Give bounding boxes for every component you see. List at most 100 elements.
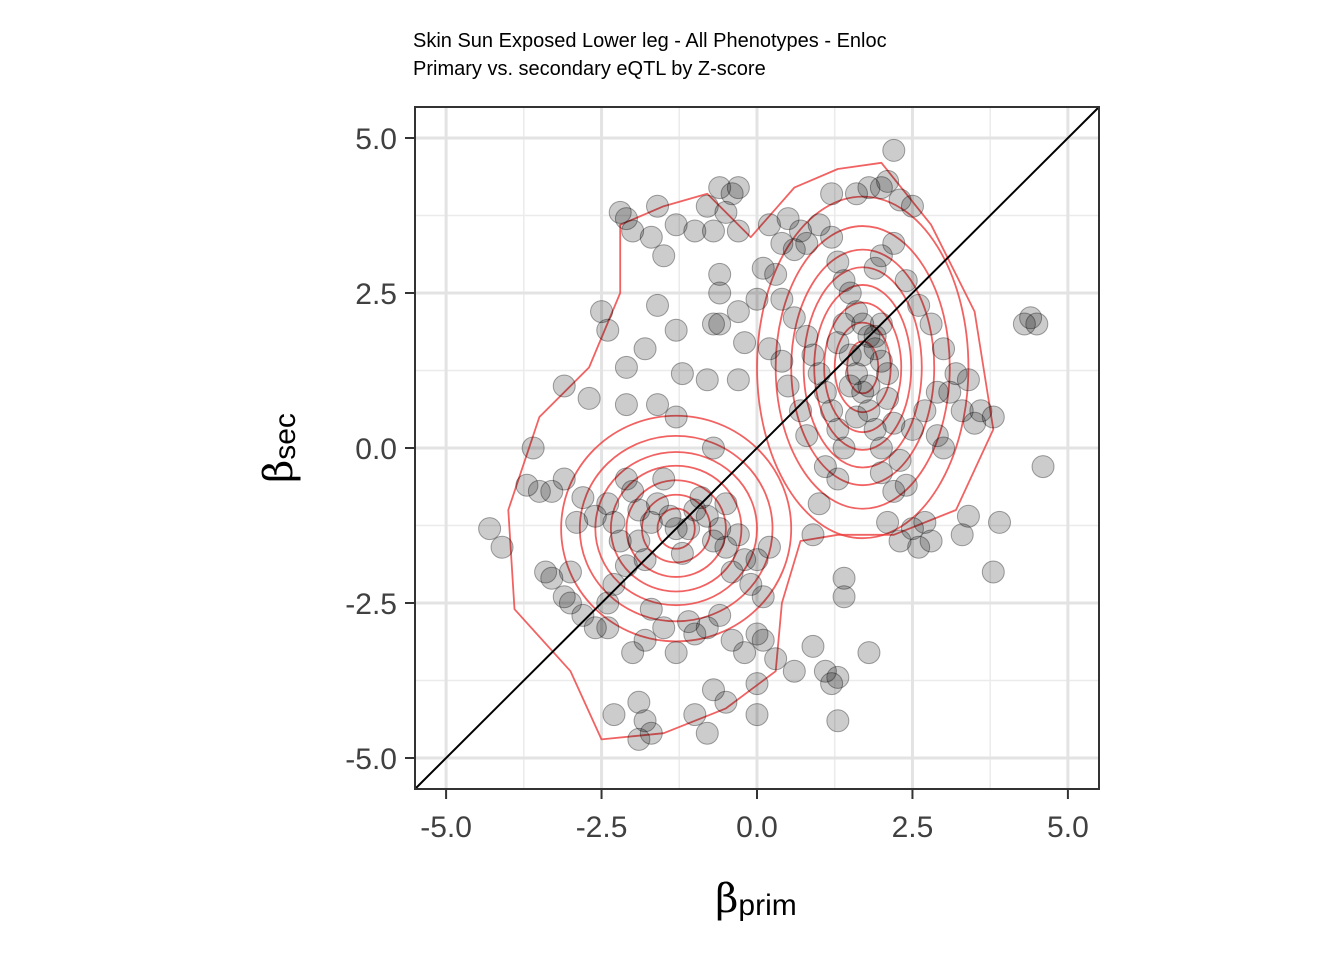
data-point (932, 436, 956, 460)
data-point (639, 597, 663, 621)
data-point (602, 572, 626, 596)
data-point (714, 492, 738, 516)
data-point (490, 535, 514, 559)
data-point (614, 467, 638, 491)
data-point (627, 690, 651, 714)
data-point (882, 231, 906, 255)
data-point (621, 479, 645, 503)
y-tick-label: 2.5 (355, 278, 397, 311)
data-point (888, 188, 912, 212)
data-point (583, 616, 607, 640)
y-axis-label-subscript: sec (269, 413, 302, 460)
data-point (708, 176, 732, 200)
data-points (478, 138, 1055, 751)
data-point (602, 510, 626, 534)
data-point (602, 703, 626, 727)
data-point (558, 560, 582, 584)
data-point (670, 541, 694, 565)
data-point (882, 479, 906, 503)
data-point (608, 200, 632, 224)
data-point (826, 331, 850, 355)
data-point (726, 523, 750, 547)
data-point (913, 510, 937, 534)
data-point (664, 318, 688, 342)
data-point (677, 610, 701, 634)
data-point (583, 504, 607, 528)
data-point (956, 368, 980, 392)
data-point (658, 504, 682, 528)
data-point (844, 362, 868, 386)
data-point (844, 405, 868, 429)
data-point (670, 362, 694, 386)
data-point (633, 628, 657, 652)
data-point (782, 238, 806, 262)
data-point (633, 709, 657, 733)
data-point (888, 529, 912, 553)
data-point (757, 337, 781, 361)
data-point (832, 269, 856, 293)
density-contour-upper (774, 225, 951, 510)
data-point (869, 349, 893, 373)
data-point (701, 219, 725, 243)
data-point (596, 492, 620, 516)
data-point (826, 467, 850, 491)
data-point (950, 399, 974, 423)
data-point (701, 312, 725, 336)
data-point (1031, 455, 1055, 479)
chart-title: Skin Sun Exposed Lower leg - All Phenoty… (413, 30, 887, 52)
data-point (851, 343, 875, 367)
data-point (751, 585, 775, 609)
x-axis-label-symbol: β (715, 876, 738, 922)
data-point (646, 492, 670, 516)
data-point (695, 616, 719, 640)
data-point (770, 287, 794, 311)
data-point (714, 690, 738, 714)
data-point (913, 399, 937, 423)
data-point (844, 300, 868, 324)
data-point (558, 591, 582, 615)
data-point (652, 467, 676, 491)
x-axis-label: βprim (715, 876, 796, 922)
identity-line-group (414, 106, 1100, 790)
density-contour-lower (560, 414, 793, 643)
data-point (596, 318, 620, 342)
data-point (826, 250, 850, 274)
density-contour-lower (625, 479, 727, 578)
density-contour-upper (802, 266, 923, 469)
data-point (478, 517, 502, 541)
data-point (869, 244, 893, 268)
data-point (826, 665, 850, 689)
chart-subtitle: Primary vs. secondary eQTL by Z-score (413, 58, 766, 80)
data-point (882, 411, 906, 435)
data-point (789, 219, 813, 243)
data-point (726, 176, 750, 200)
data-point (907, 293, 931, 317)
data-point (515, 473, 539, 497)
data-point (745, 622, 769, 646)
contour-lines (507, 161, 995, 741)
data-point (664, 641, 688, 665)
data-point (932, 337, 956, 361)
density-contour-lower (578, 435, 774, 623)
data-point (527, 479, 551, 503)
data-point (540, 566, 564, 590)
data-point (621, 219, 645, 243)
data-point (851, 380, 875, 404)
data-point (726, 368, 750, 392)
data-point (646, 194, 670, 218)
data-point (944, 362, 968, 386)
data-point (701, 678, 725, 702)
data-point (664, 405, 688, 429)
data-point (863, 337, 887, 361)
density-contour-outer (507, 161, 995, 741)
data-point (639, 225, 663, 249)
data-point (789, 399, 813, 423)
data-point (782, 659, 806, 683)
data-point (745, 548, 769, 572)
data-point (552, 374, 576, 398)
data-point (950, 523, 974, 547)
data-point (627, 727, 651, 751)
data-point (938, 380, 962, 404)
y-tick-label: -2.5 (345, 588, 397, 621)
